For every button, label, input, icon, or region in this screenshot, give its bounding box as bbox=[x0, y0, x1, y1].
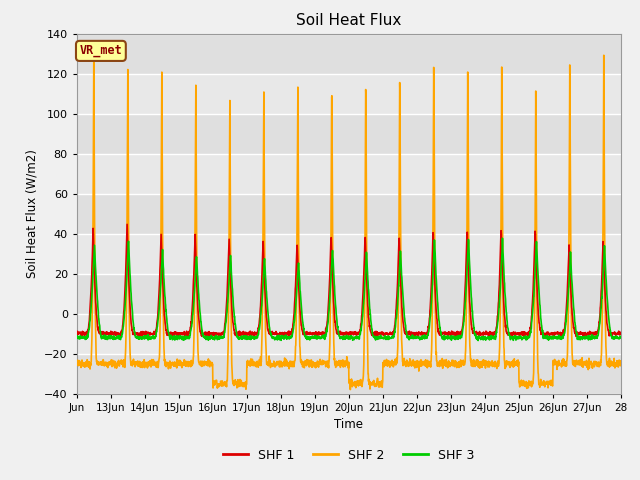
Y-axis label: Soil Heat Flux (W/m2): Soil Heat Flux (W/m2) bbox=[26, 149, 38, 278]
SHF 1 bbox=[127, 322, 135, 327]
SHF 1 bbox=[513, 331, 520, 337]
Bar bbox=[77, 193, 621, 234]
SHF 1 bbox=[73, 329, 81, 335]
Line: SHF 3: SHF 3 bbox=[77, 238, 621, 340]
SHF 2 bbox=[543, 379, 551, 384]
Bar bbox=[77, 354, 621, 394]
Bar bbox=[77, 274, 621, 313]
SHF 3 bbox=[610, 336, 618, 342]
SHF 2 bbox=[381, 359, 389, 365]
Title: Soil Heat Flux: Soil Heat Flux bbox=[296, 13, 401, 28]
SHF 3 bbox=[244, 335, 252, 341]
SHF 2 bbox=[610, 359, 618, 364]
SHF 1 bbox=[543, 329, 551, 335]
SHF 3 bbox=[544, 335, 552, 340]
Bar bbox=[77, 34, 621, 73]
SHF 2 bbox=[127, 362, 135, 368]
SHF 3 bbox=[127, 290, 135, 296]
SHF 2 bbox=[244, 360, 252, 366]
SHF 1 bbox=[381, 331, 389, 337]
Text: VR_met: VR_met bbox=[79, 44, 122, 58]
SHF 2 bbox=[346, 387, 354, 393]
SHF 3 bbox=[617, 334, 625, 340]
SHF 1 bbox=[124, 221, 131, 227]
Line: SHF 1: SHF 1 bbox=[77, 224, 621, 336]
Line: SHF 2: SHF 2 bbox=[77, 55, 621, 390]
SHF 1 bbox=[617, 331, 625, 336]
SHF 1 bbox=[245, 330, 253, 336]
SHF 1 bbox=[610, 330, 618, 336]
SHF 2 bbox=[600, 52, 607, 58]
Legend: SHF 1, SHF 2, SHF 3: SHF 1, SHF 2, SHF 3 bbox=[218, 444, 479, 467]
SHF 3 bbox=[474, 337, 482, 343]
SHF 3 bbox=[73, 334, 81, 339]
SHF 3 bbox=[513, 335, 521, 341]
Bar bbox=[77, 114, 621, 154]
SHF 1 bbox=[550, 334, 557, 339]
X-axis label: Time: Time bbox=[334, 418, 364, 431]
SHF 2 bbox=[513, 360, 520, 366]
SHF 2 bbox=[73, 360, 81, 366]
SHF 3 bbox=[499, 235, 506, 241]
SHF 3 bbox=[381, 334, 389, 339]
SHF 2 bbox=[617, 358, 625, 364]
